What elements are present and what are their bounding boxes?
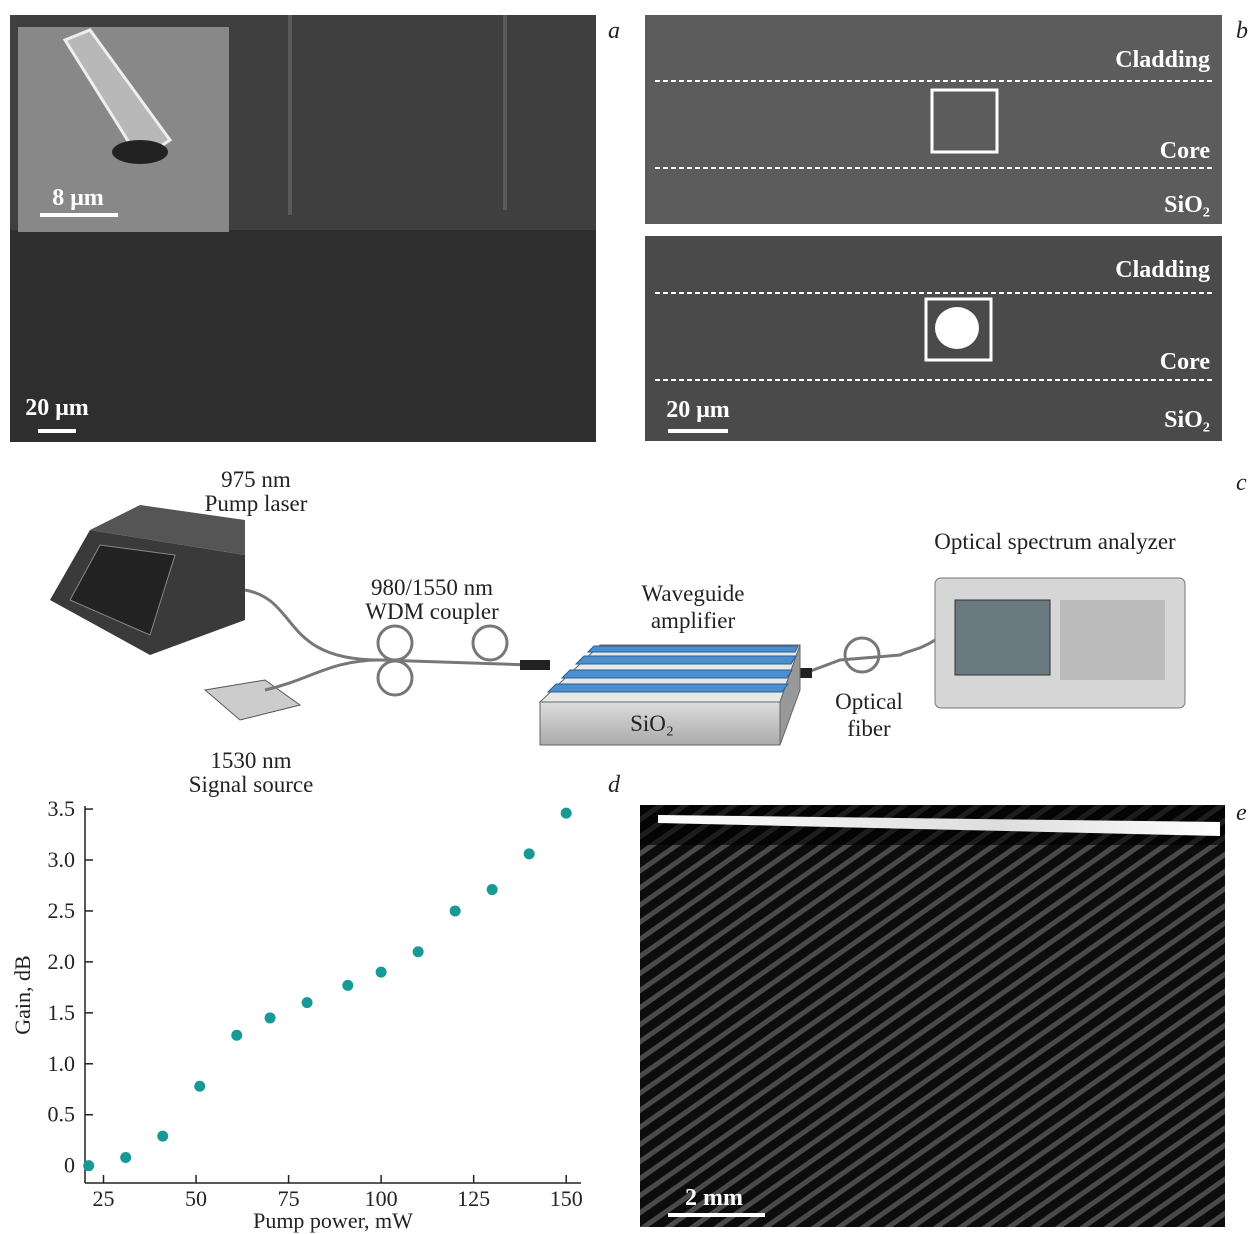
data-point	[561, 808, 572, 819]
data-point	[231, 1030, 242, 1041]
device-label: 1530 nm	[210, 748, 291, 773]
data-point	[413, 946, 424, 957]
sem-substrate	[10, 230, 596, 442]
fiber-coil	[845, 638, 879, 672]
scale-label: 2 mm	[685, 1185, 743, 1211]
device-label: 975 nm	[221, 467, 291, 492]
data-point	[83, 1160, 94, 1171]
substrate-label: SiO₂	[630, 711, 674, 736]
device-label: WDM coupler	[365, 599, 499, 624]
device-label: 980/1550 nm	[371, 575, 493, 600]
waveguide	[588, 646, 798, 652]
layer-label: Core	[1160, 138, 1211, 164]
waveguide	[562, 670, 792, 678]
layer-label: SiO₂	[1164, 407, 1210, 433]
signal-source	[205, 680, 300, 720]
device-label: Pump laser	[205, 491, 308, 516]
panel-label: c	[1236, 470, 1247, 496]
y-tick-label: 2.0	[48, 949, 76, 974]
x-tick-label: 150	[550, 1186, 583, 1211]
y-axis-label: Gain, dB	[10, 955, 35, 1034]
data-point	[524, 848, 535, 859]
emission-image	[640, 805, 1225, 1227]
analyzer-keypad	[1060, 600, 1165, 680]
data-point	[194, 1081, 205, 1092]
data-point	[487, 884, 498, 895]
device-label: fiber	[847, 716, 891, 741]
connector	[520, 660, 550, 670]
device-label: amplifier	[651, 608, 736, 633]
waveguide	[576, 656, 796, 664]
fiber	[265, 660, 380, 690]
panel-label: b	[1236, 18, 1248, 44]
inset-facet	[112, 140, 168, 164]
y-tick-label: 1.5	[48, 1000, 76, 1025]
device-label: Optical spectrum analyzer	[934, 529, 1176, 554]
panel-label: d	[608, 772, 621, 798]
figure: 8 μm 20 μm a Cladding Core SiO₂ Cladding…	[0, 0, 1250, 1234]
gain-chart: d Pump power, mW Gain, dB 0 0.5 1.0 1.5 2.0 2…	[10, 772, 621, 1233]
y-tick-label: 3.5	[48, 796, 76, 821]
y-tick-label: 0	[64, 1153, 75, 1178]
layer-label: SiO₂	[1164, 192, 1210, 218]
layer-label: Core	[1160, 349, 1211, 375]
data-point	[265, 1012, 276, 1023]
panel-label: a	[608, 18, 620, 44]
panel-label: e	[1236, 800, 1247, 826]
fiber-coil	[378, 661, 412, 695]
data-point	[302, 997, 313, 1008]
scale-label: 20 μm	[666, 397, 730, 423]
y-tick-label: 0.5	[48, 1102, 76, 1127]
layer-label: Cladding	[1115, 257, 1210, 283]
y-tick-label: 1.0	[48, 1051, 76, 1076]
data-point	[342, 980, 353, 991]
device-label: Optical	[835, 689, 903, 714]
fiber-coil	[378, 626, 412, 660]
layer-label: Cladding	[1115, 47, 1210, 73]
analyzer-screen	[955, 600, 1050, 675]
data-point	[450, 905, 461, 916]
inset-scale-label: 8 μm	[52, 185, 104, 211]
waveguide	[548, 684, 788, 692]
data-point	[120, 1152, 131, 1163]
x-axis-label: Pump power, mW	[253, 1208, 413, 1233]
x-tick-label: 50	[185, 1186, 207, 1211]
data-point	[157, 1131, 168, 1142]
scale-label: 20 μm	[25, 395, 89, 421]
y-tick-label: 3.0	[48, 847, 76, 872]
y-tick-label: 2.5	[48, 898, 76, 923]
device-label: Waveguide	[642, 581, 745, 606]
x-tick-label: 125	[457, 1186, 490, 1211]
data-point	[376, 967, 387, 978]
x-tick-label: 100	[365, 1186, 398, 1211]
device-label: Signal source	[189, 772, 314, 797]
mode-spot	[935, 307, 979, 349]
fiber-coil	[473, 626, 507, 660]
x-tick-label: 25	[93, 1186, 115, 1211]
x-tick-label: 75	[278, 1186, 300, 1211]
